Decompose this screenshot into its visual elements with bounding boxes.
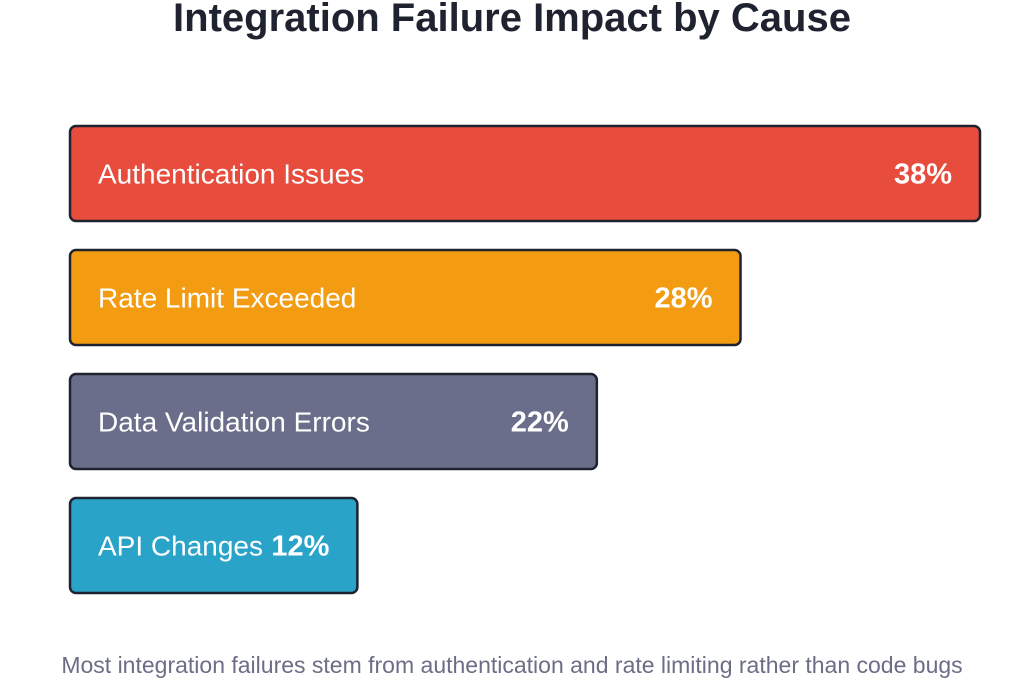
- bar-group: Data Validation Errors 22%: [68, 372, 599, 471]
- bar-value-label: 38%: [894, 159, 952, 191]
- bar-category-label: Data Validation Errors: [98, 407, 370, 438]
- bar-value-label: 12%: [271, 531, 329, 563]
- bar: [68, 372, 599, 471]
- bar-group: Rate Limit Exceeded 28%: [68, 248, 742, 347]
- bar-group: Authentication Issues 38%: [68, 124, 982, 223]
- bar-value-label: 28%: [654, 283, 712, 315]
- bar: [68, 496, 359, 595]
- bar-value-label: 22%: [511, 407, 569, 439]
- bar: [68, 248, 742, 347]
- chart-title: Integration Failure Impact by Cause: [173, 0, 851, 40]
- chart-caption: Most integration failures stem from auth…: [61, 652, 963, 678]
- bar-category-label: Rate Limit Exceeded: [98, 283, 356, 314]
- bar: [68, 124, 982, 223]
- bar-group: API Changes 12%: [68, 496, 359, 595]
- bar-category-label: Authentication Issues: [98, 159, 364, 190]
- bar-category-label: API Changes: [98, 531, 263, 562]
